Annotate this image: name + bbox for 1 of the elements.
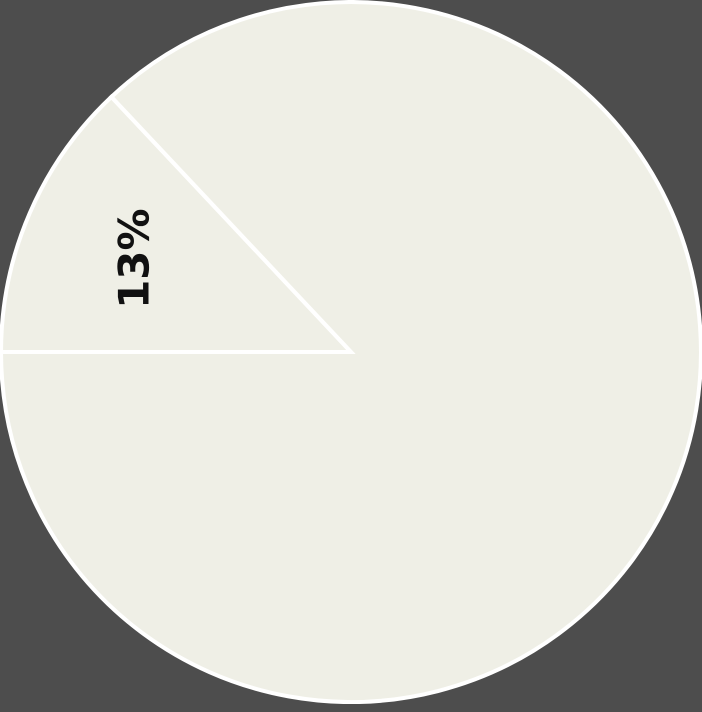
data-label: 13% xyxy=(109,208,158,309)
